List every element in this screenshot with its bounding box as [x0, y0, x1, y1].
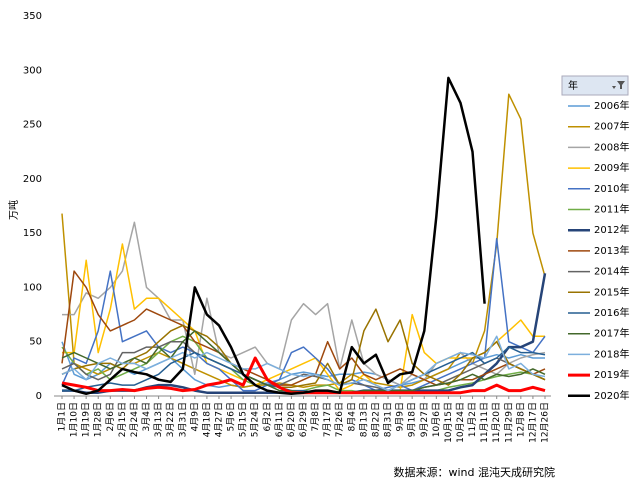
legend-label: 2009年	[594, 161, 629, 174]
y-tick-label: 100	[23, 282, 42, 293]
legend-label: 2015年	[594, 285, 629, 298]
x-tick-label: 10月24日	[455, 402, 466, 443]
x-tick-label: 9月18日	[407, 402, 418, 437]
x-tick-label: 5月6日	[226, 402, 237, 431]
series-line	[61, 76, 486, 396]
legend-label: 2019年	[594, 368, 629, 381]
legend-label: 2013年	[594, 244, 629, 257]
x-tick-label: 9月27日	[419, 402, 430, 437]
legend-label: 2017年	[594, 327, 629, 340]
x-tick-label: 7月8日	[310, 402, 321, 431]
legend-label: 2006年	[594, 99, 629, 112]
x-tick-label: 11月20日	[491, 402, 502, 443]
series-line	[62, 346, 546, 394]
x-tick-label: 7月26日	[334, 402, 345, 437]
x-tick-label: 10月6日	[431, 402, 442, 437]
legend-label: 2012年	[594, 223, 629, 236]
x-tick-label: 6月29日	[298, 402, 309, 437]
x-tick-label: 12月8日	[515, 402, 526, 437]
x-tick-label: 11月2日	[467, 402, 478, 437]
series-line	[61, 340, 546, 392]
source: 数据来源：wind 混沌天成研究院	[393, 465, 555, 479]
series-line	[62, 221, 546, 386]
legend-header[interactable]	[561, 75, 629, 96]
x-tick-label: 2月24日	[129, 402, 140, 437]
legend-label: 2008年	[594, 140, 629, 153]
x-tick-label: 3月31日	[177, 402, 188, 437]
x-tick-label: 1月19日	[81, 402, 92, 437]
x-tick-label: 5月24日	[250, 402, 261, 437]
legend-label: 2018年	[594, 347, 629, 360]
legend-label: 2011年	[594, 203, 629, 216]
series-line	[61, 308, 546, 389]
legend-label: 2014年	[594, 265, 629, 278]
x-tick-label: 8月22日	[370, 402, 381, 437]
x-tick-label: 2月15日	[117, 402, 128, 437]
legend-label: 2010年	[594, 182, 629, 195]
legend-label: 2016年	[594, 306, 629, 319]
x-tick-label: 3月4日	[141, 402, 152, 431]
x-tick-label: 1月1日	[57, 402, 68, 431]
legend-title: 年	[568, 79, 578, 92]
x-tick-label: 3月13日	[153, 402, 164, 437]
legend-label: 2020年	[594, 389, 629, 402]
x-tick-label: 2月6日	[105, 402, 116, 431]
x-tick-label: 5月15日	[238, 402, 249, 437]
y-tick-label: 150	[23, 228, 42, 239]
y-axis-label: 万吨	[7, 200, 20, 220]
x-tick-label: 6月20日	[286, 402, 297, 437]
y-tick-label: 250	[23, 120, 42, 131]
y-tick-label: 200	[23, 174, 42, 185]
series-line	[61, 93, 546, 389]
x-tick-label: 6月11日	[274, 402, 285, 437]
series-line	[61, 237, 546, 392]
x-tick-label: 3月22日	[165, 402, 176, 437]
series-line	[61, 335, 546, 392]
x-tick-label: 11月11日	[479, 402, 490, 443]
x-tick-label: 10月15日	[443, 402, 454, 443]
y-tick-label: 350	[23, 11, 42, 22]
x-tick-label: 11月29日	[503, 402, 514, 443]
x-tick-label: 12月17日	[527, 402, 538, 443]
y-tick-label: 300	[23, 65, 42, 76]
x-tick-label: 4月9日	[189, 402, 200, 431]
legend-label: 2007年	[594, 120, 629, 133]
x-tick-label: 4月18日	[201, 402, 212, 437]
x-tick-label: 9月9日	[395, 402, 406, 431]
y-tick-label: 0	[36, 391, 42, 402]
x-tick-label: 8月13日	[358, 402, 369, 437]
x-tick-label: 8月4日	[346, 402, 357, 431]
x-tick-label: 12月26日	[540, 402, 551, 443]
x-tick-label: 8月31日	[383, 402, 394, 437]
x-tick-label: 1月10日	[69, 402, 80, 437]
x-tick-label: 6月2日	[262, 402, 273, 431]
series-line	[61, 341, 545, 389]
filter-icon[interactable]	[612, 81, 625, 89]
x-tick-label: 4月27日	[213, 402, 224, 437]
y-tick-label: 50	[29, 337, 42, 348]
series-line	[62, 243, 545, 392]
series-line	[61, 270, 546, 386]
x-tick-label: 7月17日	[322, 402, 333, 437]
x-tick-label: 1月28日	[93, 402, 104, 437]
